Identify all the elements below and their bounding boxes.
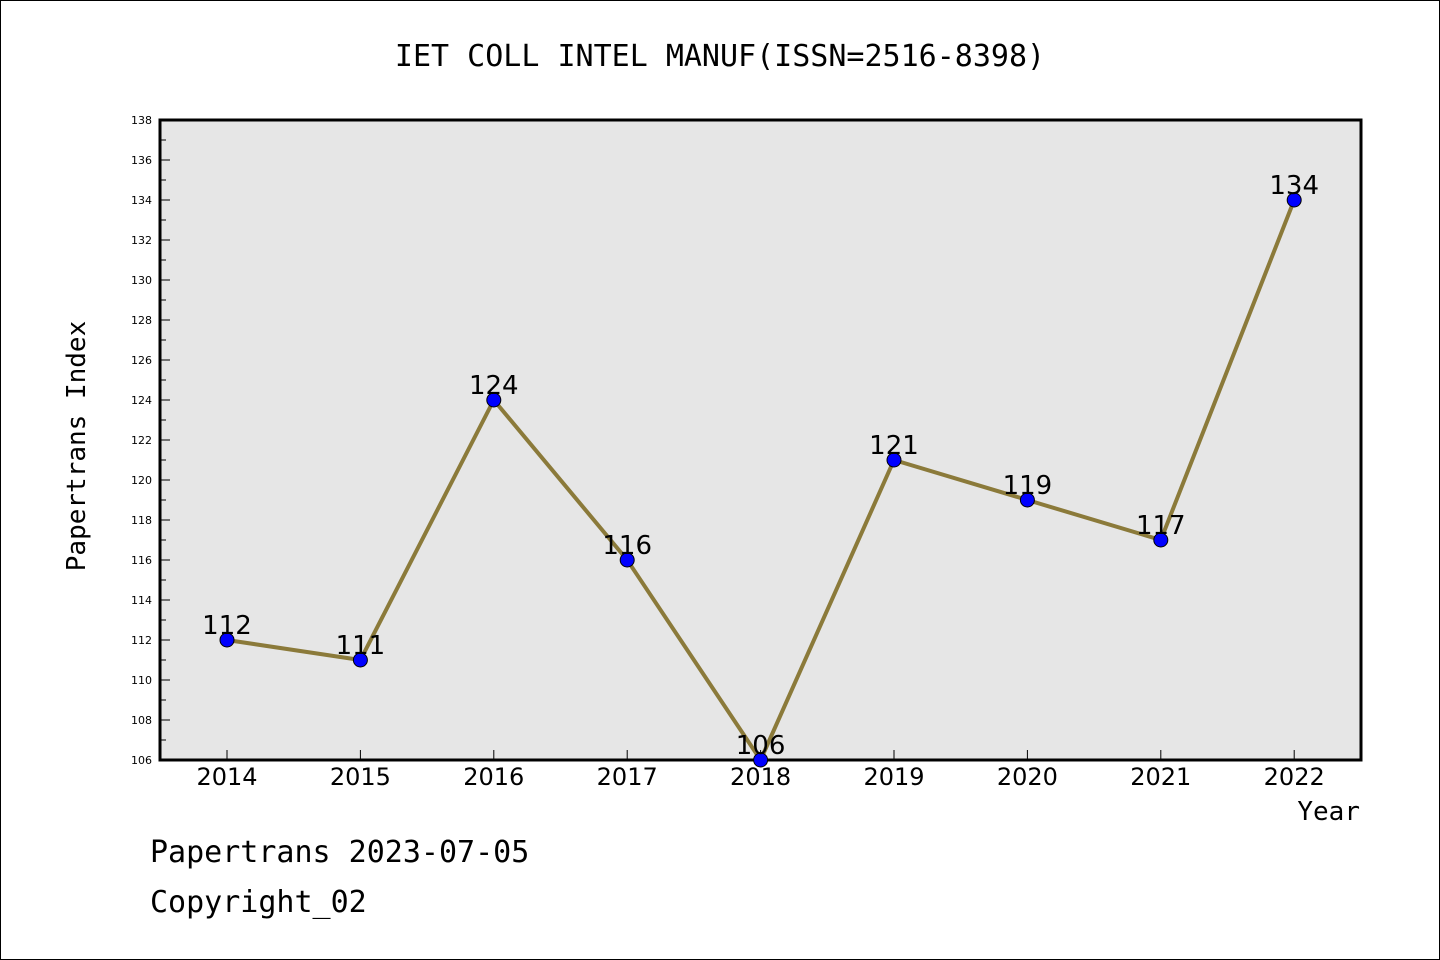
data-labels: 112 111 124 116 106 121 119 117 134 xyxy=(202,171,1319,761)
y-tick-label: 128 xyxy=(131,314,152,327)
y-tick-label: 130 xyxy=(131,274,152,287)
y-tick-label: 116 xyxy=(131,554,152,567)
y-tick-label: 120 xyxy=(131,474,152,487)
y-axis: 106 108 110 112 114 116 118 120 122 124 126 128 130 1… xyxy=(131,114,170,767)
data-point-marker xyxy=(486,392,502,408)
y-tick-label: 136 xyxy=(131,154,152,167)
x-tick-label: 2018 xyxy=(730,763,791,791)
y-tick-label: 114 xyxy=(131,594,152,607)
data-label: 134 xyxy=(1269,171,1319,201)
data-point-marker xyxy=(753,752,769,768)
data-point-marker xyxy=(886,452,902,468)
data-point-marker xyxy=(619,552,635,568)
y-tick-label: 134 xyxy=(131,194,152,207)
data-point-marker xyxy=(352,652,368,668)
y-axis-label: Papertrans Index xyxy=(62,321,92,571)
data-point-marker xyxy=(1153,532,1169,548)
x-tick-label: 2017 xyxy=(597,763,658,791)
y-tick-label: 138 xyxy=(131,114,152,127)
footer-copyright: Copyright_02 xyxy=(150,885,367,920)
plot-area xyxy=(158,118,1363,762)
data-point-marker xyxy=(219,632,235,648)
y-tick-label: 108 xyxy=(131,714,152,727)
y-tick-label: 118 xyxy=(131,514,152,527)
footer-source: Papertrans 2023-07-05 xyxy=(150,835,530,870)
data-point-marker xyxy=(1286,192,1302,208)
x-tick-label: 2015 xyxy=(330,763,391,791)
y-tick-label: 112 xyxy=(131,634,152,647)
x-axis: 2014 2015 2016 2017 2018 2019 2020 2021 2022 xyxy=(196,750,1325,791)
data-label: 112 xyxy=(202,611,252,641)
x-axis-label: Year xyxy=(1297,797,1360,827)
y-tick-label: 110 xyxy=(131,674,152,687)
chart-title: IET COLL INTEL MANUF(ISSN=2516-8398) xyxy=(395,39,1045,74)
data-point-marker xyxy=(1019,492,1035,508)
data-label: 111 xyxy=(336,631,386,661)
x-tick-label: 2019 xyxy=(863,763,924,791)
data-points xyxy=(219,192,1302,768)
data-label: 119 xyxy=(1003,471,1053,501)
data-label: 121 xyxy=(869,431,919,461)
data-label: 117 xyxy=(1136,511,1186,541)
x-tick-label: 2021 xyxy=(1130,763,1191,791)
data-label: 124 xyxy=(469,371,519,401)
data-label: 116 xyxy=(602,531,652,561)
data-label: 106 xyxy=(736,731,786,761)
y-tick-label: 126 xyxy=(131,354,152,367)
y-tick-label: 124 xyxy=(131,394,152,407)
x-tick-label: 2014 xyxy=(196,763,257,791)
y-tick-label: 106 xyxy=(131,754,152,767)
y-tick-label: 122 xyxy=(131,434,152,447)
x-tick-label: 2020 xyxy=(997,763,1058,791)
y-tick-label: 132 xyxy=(131,234,152,247)
x-tick-label: 2016 xyxy=(463,763,524,791)
x-tick-label: 2022 xyxy=(1264,763,1325,791)
